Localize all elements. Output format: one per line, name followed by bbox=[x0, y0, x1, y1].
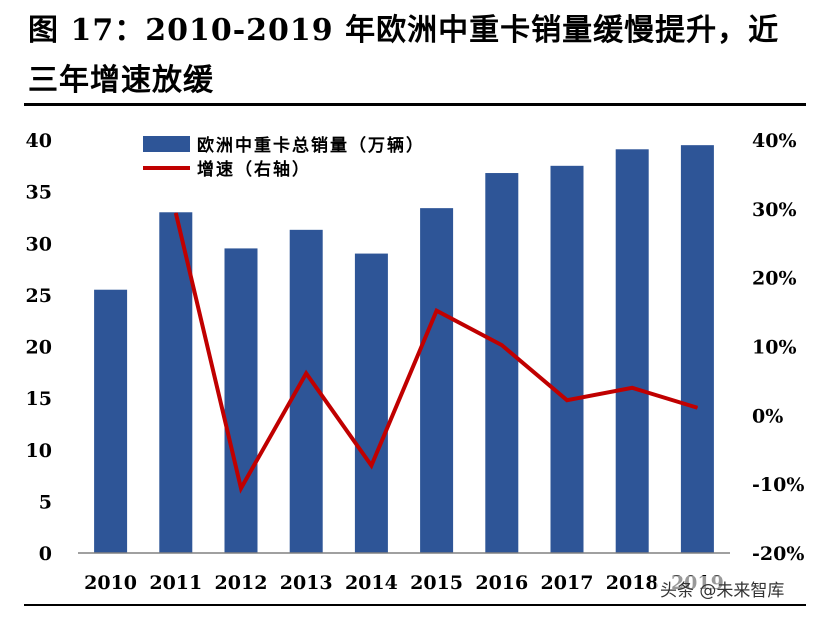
bar-2016 bbox=[485, 173, 519, 554]
right-tick-label: 20% bbox=[752, 268, 797, 290]
growth-point-2018 bbox=[631, 387, 633, 389]
bar-2010 bbox=[94, 289, 128, 553]
growth-point-2017 bbox=[566, 399, 568, 401]
right-tick-label: 10% bbox=[752, 337, 797, 359]
growth-point-2016 bbox=[501, 344, 503, 346]
x-tick-label: 2013 bbox=[280, 572, 333, 594]
right-tick-label: 40% bbox=[752, 130, 797, 152]
bar-2012 bbox=[224, 248, 258, 553]
left-tick-label: 20 bbox=[26, 337, 52, 359]
bar-2018 bbox=[615, 149, 649, 554]
x-tick-label: 2015 bbox=[410, 572, 463, 594]
watermark: 头条 @未来智库 bbox=[656, 576, 789, 601]
growth-point-2019 bbox=[696, 407, 698, 409]
title-divider bbox=[24, 103, 806, 106]
right-tick-label: -20% bbox=[752, 543, 804, 565]
right-tick-label: 0% bbox=[752, 405, 783, 427]
left-tick-label: 0 bbox=[39, 543, 52, 565]
left-tick-label: 35 bbox=[26, 182, 52, 204]
right-tick-label: -10% bbox=[752, 474, 804, 496]
growth-point-2015 bbox=[436, 310, 438, 312]
x-tick-label: 2018 bbox=[606, 572, 659, 594]
right-tick-label: 30% bbox=[752, 199, 797, 221]
x-tick-label: 2011 bbox=[149, 572, 202, 594]
growth-point-2011 bbox=[175, 212, 177, 214]
bar-2015 bbox=[420, 208, 454, 553]
left-tick-label: 25 bbox=[26, 285, 52, 307]
legend-bar-swatch bbox=[143, 136, 190, 152]
bar-2017 bbox=[550, 165, 584, 553]
legend-bar-label: 欧洲中重卡总销量（万辆） bbox=[197, 135, 425, 156]
left-tick-label: 10 bbox=[26, 440, 52, 462]
x-tick-label: 2017 bbox=[541, 572, 594, 594]
figure-title: 图 17：2010-2019 年欧洲中重卡销量缓慢提升，近 三年增速放缓 bbox=[28, 6, 808, 106]
x-tick-label: 2012 bbox=[215, 572, 268, 594]
bar-2014 bbox=[354, 253, 388, 553]
left-tick-label: 40 bbox=[26, 130, 52, 152]
left-tick-label: 15 bbox=[26, 388, 52, 410]
legend-line-label: 增速（右轴） bbox=[197, 159, 311, 180]
growth-point-2012 bbox=[240, 487, 242, 489]
figure-title-line-2: 三年增速放缓 bbox=[28, 63, 214, 98]
bar-2011 bbox=[159, 212, 193, 553]
x-tick-label: 2014 bbox=[345, 572, 398, 594]
figure-title-line-1: 图 17：2010-2019 年欧洲中重卡销量缓慢提升，近 bbox=[28, 13, 780, 48]
growth-point-2013 bbox=[305, 372, 307, 374]
left-tick-label: 5 bbox=[39, 491, 52, 513]
bottom-divider bbox=[24, 604, 806, 606]
x-tick-label: 2016 bbox=[475, 572, 528, 594]
left-tick-label: 30 bbox=[26, 233, 52, 255]
x-tick-label: 2010 bbox=[84, 572, 137, 594]
bar-2019 bbox=[680, 145, 714, 553]
growth-point-2014 bbox=[370, 465, 372, 467]
